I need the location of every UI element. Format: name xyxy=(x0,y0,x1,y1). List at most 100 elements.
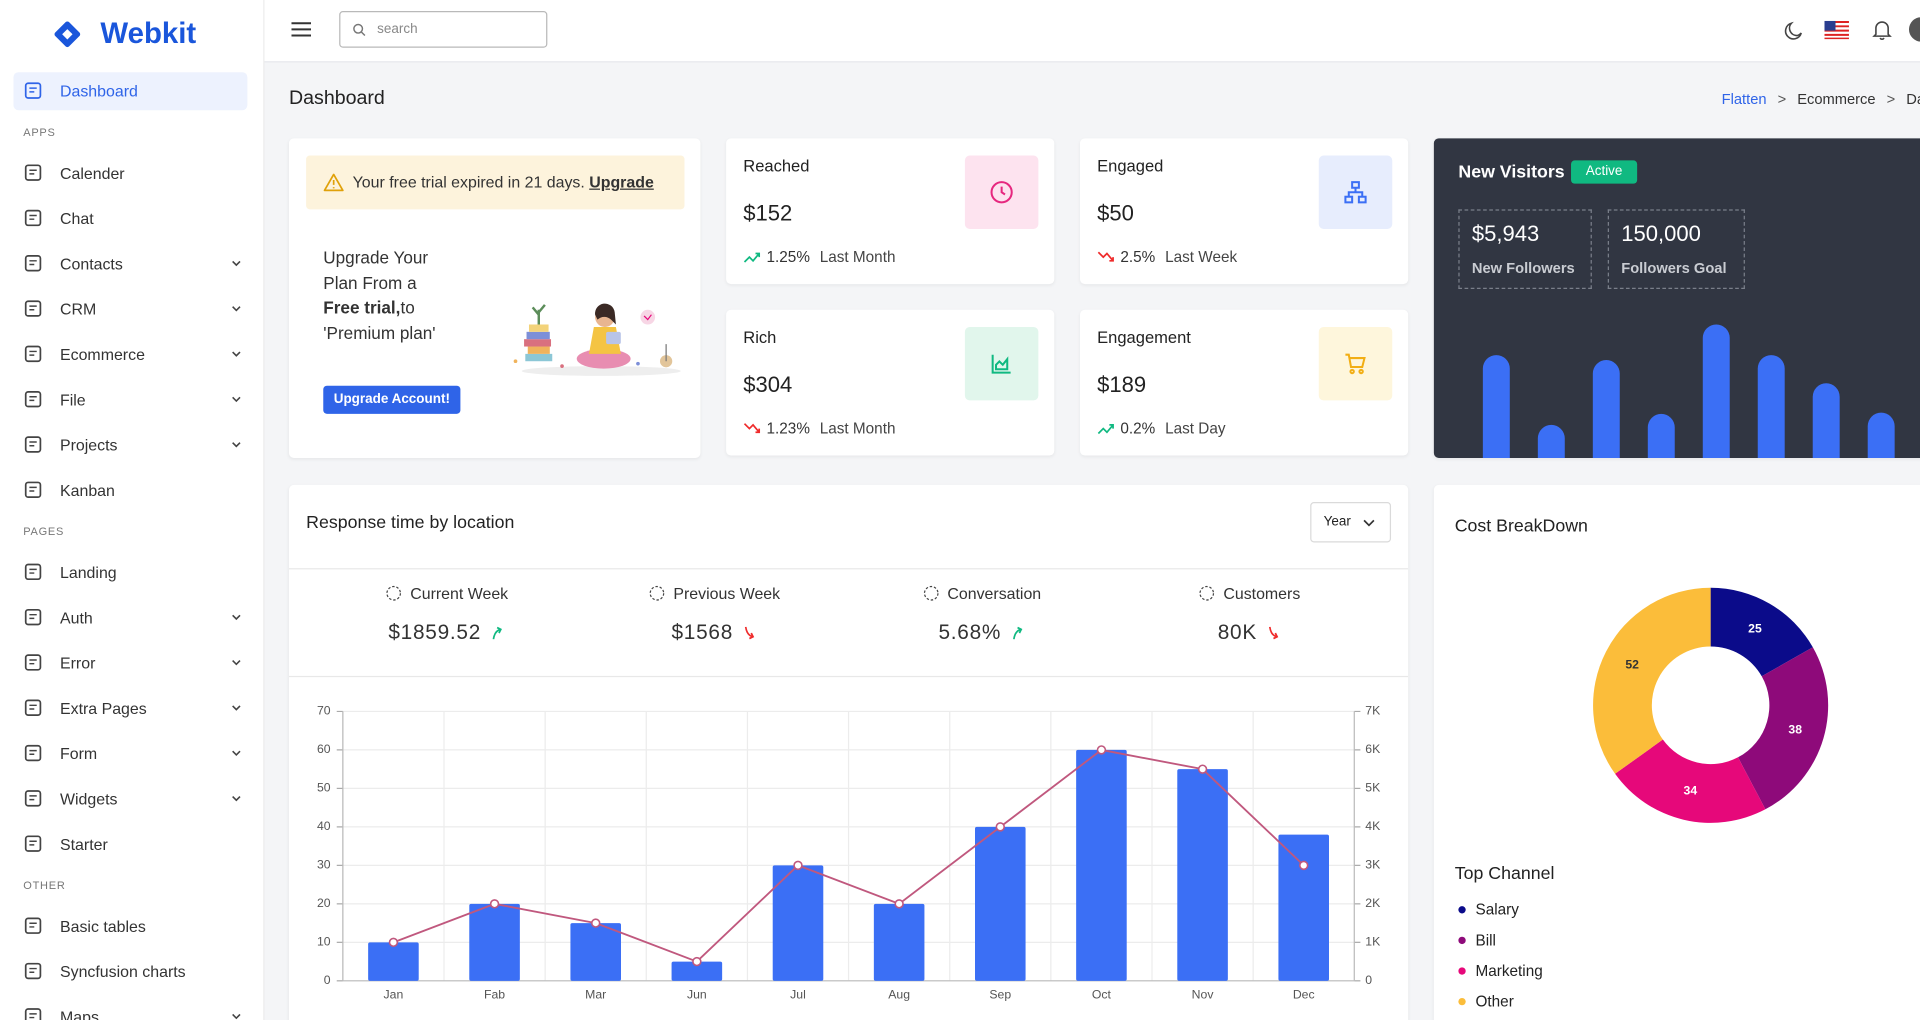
nav-icon xyxy=(24,255,42,272)
icon-shape xyxy=(29,260,37,266)
slice-label: 52 xyxy=(1625,657,1639,671)
donut-slice xyxy=(1710,587,1813,677)
trend-icon xyxy=(1097,424,1114,435)
language-flag[interactable] xyxy=(1824,20,1849,40)
theme-toggle[interactable] xyxy=(1784,21,1804,41)
search-placeholder: search xyxy=(377,22,418,37)
top-channel-title: Top Channel xyxy=(1454,864,1555,885)
breadcrumb-item[interactable]: Dashboard xyxy=(1906,90,1920,108)
nav-item[interactable]: Auth xyxy=(0,594,263,639)
icon-shape xyxy=(923,585,939,601)
sidebar: Webkit Dashboard APPS Calender Chat Contacts… xyxy=(0,0,265,1020)
line-point xyxy=(692,956,702,967)
breadcrumb-item[interactable]: Flatten xyxy=(1721,90,1767,108)
line-point xyxy=(1197,764,1208,774)
x-tick-label: Aug xyxy=(888,988,910,1002)
y2-tick-label: 0 xyxy=(1365,973,1372,987)
nav-item[interactable]: Ecommerce xyxy=(0,331,263,376)
stat-change-row: 2.5% Last Week xyxy=(1097,247,1237,267)
icon-shape xyxy=(29,795,37,801)
nav-item[interactable]: Starter xyxy=(0,821,263,866)
nav-icon xyxy=(24,835,42,852)
channel-dot xyxy=(1458,906,1466,914)
bar xyxy=(368,942,419,981)
nav-label: Dashboard xyxy=(60,81,138,100)
channel-item: Marketing xyxy=(1458,961,1543,981)
stat-value: $304 xyxy=(743,372,793,397)
icon-shape xyxy=(24,835,42,852)
chevron xyxy=(232,351,241,357)
response-card: Response time by location Year Current W… xyxy=(288,484,1409,1020)
icon-shape xyxy=(29,568,37,574)
nav-item[interactable]: Kanban xyxy=(0,467,263,512)
nav: Dashboard APPS Calender Chat Contacts CRM Ecom… xyxy=(0,68,263,1020)
icon-shape xyxy=(24,436,42,453)
icon-shape xyxy=(24,390,42,408)
stat-change: 1.23% xyxy=(766,420,810,438)
nav-item[interactable]: Contacts xyxy=(0,241,263,286)
nav-item[interactable]: Dashboard xyxy=(0,68,263,113)
nav-item[interactable]: File xyxy=(0,377,263,422)
period-dropdown[interactable]: Year xyxy=(1310,502,1392,543)
icon-shape xyxy=(24,699,42,716)
search-icon xyxy=(353,23,366,37)
nav-item[interactable]: Syncfusion charts xyxy=(0,948,263,993)
nav-item[interactable]: Maps xyxy=(0,994,263,1020)
avatar[interactable] xyxy=(1908,17,1920,42)
nav-item[interactable]: Error xyxy=(0,640,263,685)
bar xyxy=(1076,749,1127,981)
icon-shape xyxy=(29,967,37,973)
plan-line: 'Premium plan' xyxy=(323,322,436,343)
stat-title: Engagement xyxy=(1097,328,1191,347)
nav-item[interactable]: Form xyxy=(0,730,263,775)
nav-icon xyxy=(24,744,42,762)
icon-shape xyxy=(29,441,37,447)
icon-shape xyxy=(1349,368,1355,375)
nav-item[interactable]: Extra Pages xyxy=(0,685,263,730)
line-point xyxy=(894,899,904,909)
chevron xyxy=(232,306,241,312)
x-tick-label: Sep xyxy=(989,988,1011,1002)
nav-item[interactable]: Calender xyxy=(0,150,263,195)
bar xyxy=(469,903,520,981)
nav-item[interactable]: Basic tables xyxy=(0,903,263,948)
upgrade-link[interactable]: Upgrade xyxy=(589,172,654,192)
nav-item[interactable]: Widgets xyxy=(0,776,263,821)
y2-tick-label: 2K xyxy=(1365,896,1381,910)
y-tick-label: 30 xyxy=(317,858,331,872)
status-badge: Active xyxy=(1571,160,1638,184)
nav-item[interactable]: Landing xyxy=(0,549,263,594)
nav-icon xyxy=(24,390,42,408)
upgrade-button[interactable]: Upgrade Account! xyxy=(323,385,461,414)
search-box[interactable]: search xyxy=(339,11,548,48)
stat-change: 0.2% xyxy=(1120,420,1156,438)
nav-item[interactable]: Projects xyxy=(0,422,263,467)
notifications[interactable] xyxy=(1872,20,1892,41)
y2-tick-label: 6K xyxy=(1365,742,1381,756)
stat-value: $50 xyxy=(1097,200,1134,226)
stat-title: Engaged xyxy=(1097,156,1164,176)
donut-slice xyxy=(1738,647,1829,810)
menu-button[interactable] xyxy=(291,21,312,38)
icon-shape xyxy=(24,345,42,363)
metric-value-row: 80K xyxy=(1116,621,1383,645)
icon-shape xyxy=(24,654,42,671)
line-point xyxy=(1299,860,1309,871)
nav-label: Form xyxy=(60,743,98,763)
nav-label: Basic tables xyxy=(60,916,146,935)
y-tick-label: 20 xyxy=(317,896,331,910)
stat-period: Last Month xyxy=(819,420,896,438)
metric-value: 5.68% xyxy=(938,620,1002,645)
logo-icon xyxy=(54,21,81,48)
metric-label: Current Week xyxy=(410,584,509,603)
stat-change: 1.25% xyxy=(766,248,810,266)
breadcrumb-item[interactable]: Ecommerce xyxy=(1797,90,1876,108)
metric-label: Conversation xyxy=(947,584,1042,603)
donut-slice xyxy=(1593,587,1711,774)
nav-item[interactable]: CRM xyxy=(0,286,263,331)
chevron-shape xyxy=(232,442,241,448)
dropdown-label: Year xyxy=(1323,514,1351,529)
chevron-shape xyxy=(232,660,241,666)
header: search xyxy=(264,0,1920,63)
nav-item[interactable]: Chat xyxy=(0,195,263,240)
